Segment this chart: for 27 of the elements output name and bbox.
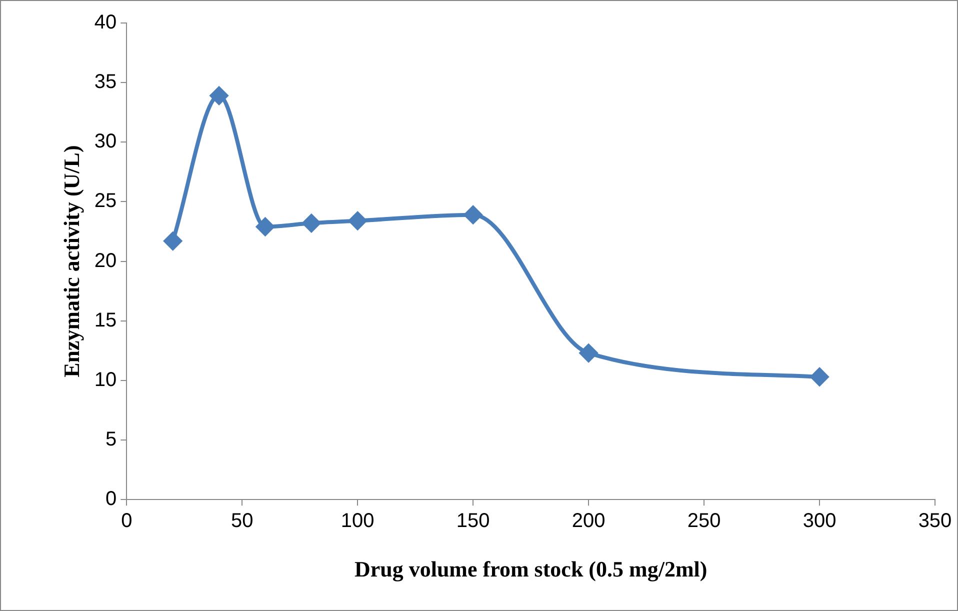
point — [164, 232, 182, 250]
point — [580, 344, 598, 362]
x-axis-title: Drug volume from stock (0.5 mg/2ml) — [354, 556, 708, 582]
x-tick-label: 100 — [340, 510, 374, 532]
point — [348, 212, 367, 230]
x-tick-label: 200 — [572, 510, 606, 532]
x-tick-label: 250 — [687, 510, 721, 532]
y-axis-title: Enzymatic activity (U/L) — [58, 145, 84, 378]
y-tick-label: 10 — [94, 368, 117, 391]
point — [810, 368, 829, 386]
x-tick-label: 0 — [121, 510, 132, 532]
y-tick-label: 35 — [94, 71, 117, 94]
x-tick-label: 50 — [231, 510, 254, 532]
x-tick-label: 350 — [918, 510, 952, 532]
point — [464, 206, 482, 224]
point — [256, 218, 274, 236]
x-tick-label: 300 — [802, 510, 836, 532]
y-tick-label: 25 — [94, 190, 117, 212]
y-tick-label: 30 — [94, 130, 117, 153]
y-tick-label: 20 — [94, 250, 117, 272]
point — [302, 214, 320, 232]
y-tick-label: 5 — [106, 428, 117, 451]
point — [210, 86, 228, 105]
y-tick-label: 15 — [94, 309, 117, 332]
x-tick-label: 150 — [456, 510, 490, 532]
y-tick-label: 0 — [106, 488, 117, 510]
y-tick-label: 40 — [94, 12, 117, 34]
